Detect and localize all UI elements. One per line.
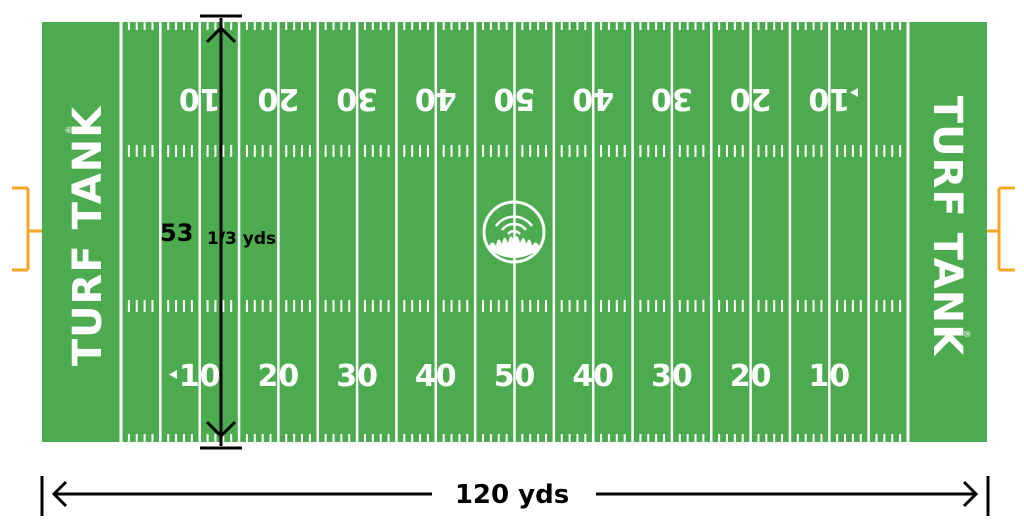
- yard-number-bottom: 30: [336, 359, 378, 394]
- yard-number-bottom: 20: [730, 359, 772, 394]
- width-dimension-fraction: 1/3 yds: [207, 229, 276, 249]
- right-endzone: TURF TANK ®: [924, 96, 971, 357]
- yard-number-top: 40: [415, 81, 457, 116]
- turf-tank-grass-logo-icon: [482, 200, 546, 264]
- right-registered-mark: ®: [961, 330, 971, 339]
- yard-number-top: 40: [572, 81, 614, 116]
- left-registered-mark: ®: [65, 126, 75, 135]
- yard-lines: [42, 20, 987, 444]
- yard-number-bottom: 40: [572, 359, 614, 394]
- yard-number-top: 30: [336, 81, 378, 116]
- length-dimension-label: 120 yds: [455, 480, 569, 510]
- left-goalpost: [12, 186, 42, 272]
- yard-numbers-bottom: 10 20 30 40 50 40 30 20 10: [179, 359, 850, 394]
- yard-number-top: 20: [258, 81, 300, 116]
- width-dimension: 53 1/3 yds: [160, 14, 276, 450]
- yard-number-bottom: 50: [494, 359, 536, 394]
- yard-number-bottom: 10: [179, 359, 221, 394]
- right-endzone-brand: TURF TANK: [924, 96, 970, 357]
- yard-number-top: 10: [179, 81, 221, 116]
- yard-number-bottom: 10: [808, 359, 850, 394]
- yard-number-top: 10: [808, 81, 850, 116]
- yard-number-bottom: 40: [415, 359, 457, 394]
- direction-arrow-top-right: [850, 88, 858, 97]
- right-goalpost: [987, 186, 1015, 272]
- yard-number-top: 20: [730, 81, 772, 116]
- width-dimension-value: 53: [160, 219, 193, 247]
- yard-number-top: 30: [651, 81, 693, 116]
- left-endzone-brand: TURF TANK: [65, 105, 111, 366]
- yard-numbers-top: 10 20 30 40 50 40 30 20 10: [179, 81, 850, 116]
- left-endzone: TURF TANK ®: [65, 105, 111, 366]
- yard-number-top: 50: [494, 81, 536, 116]
- length-dimension: 120 yds: [40, 476, 990, 516]
- yard-number-bottom: 30: [651, 359, 693, 394]
- yard-number-bottom: 20: [258, 359, 300, 394]
- direction-arrow-bottom-left: [169, 370, 177, 379]
